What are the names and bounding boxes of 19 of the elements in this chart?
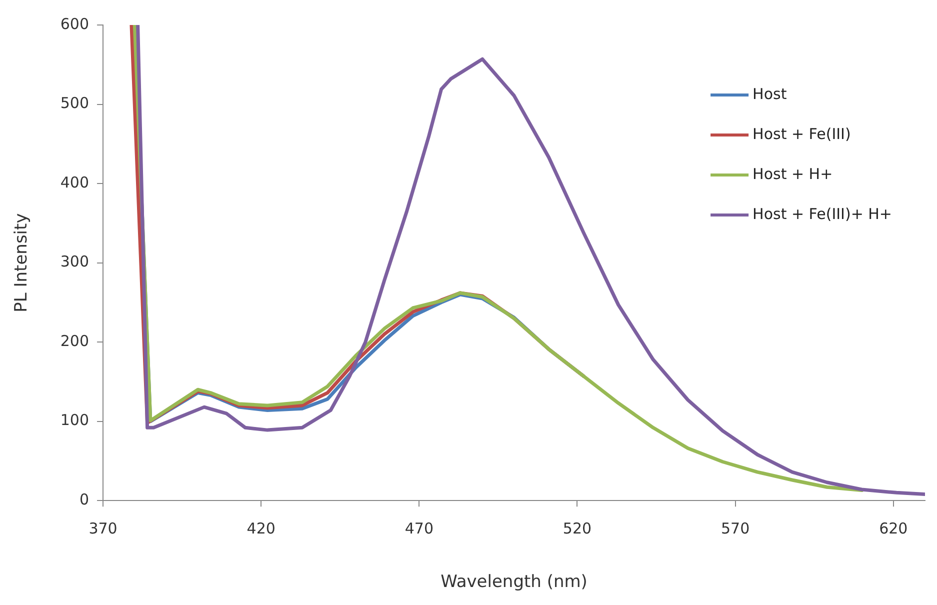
- y-tick-label: 300: [60, 252, 90, 271]
- x-tick-label: 470: [404, 519, 434, 538]
- x-tick-label: 420: [246, 519, 276, 538]
- x-tick-label: 520: [562, 519, 592, 538]
- legend-label: Host + H+: [752, 164, 833, 183]
- x-tick-label: 620: [879, 519, 908, 538]
- y-tick-label: 600: [60, 14, 90, 33]
- y-tick-label: 500: [60, 94, 90, 112]
- x-tick-label: 570: [720, 519, 750, 538]
- legend-label: Host + Fe(III)+ H+: [752, 204, 892, 223]
- y-tick-label: 400: [60, 173, 90, 192]
- legend-label: Host + Fe(III): [752, 124, 851, 143]
- y-tick-label: 200: [60, 332, 90, 350]
- y-axis-title: PL Intensity: [12, 213, 32, 312]
- x-axis-title: Wavelength (nm): [440, 572, 588, 592]
- legend-label: Host: [752, 84, 787, 103]
- y-tick-label: 100: [60, 411, 90, 430]
- x-tick-label: 370: [88, 519, 118, 538]
- y-tick-label: 0: [79, 490, 90, 508]
